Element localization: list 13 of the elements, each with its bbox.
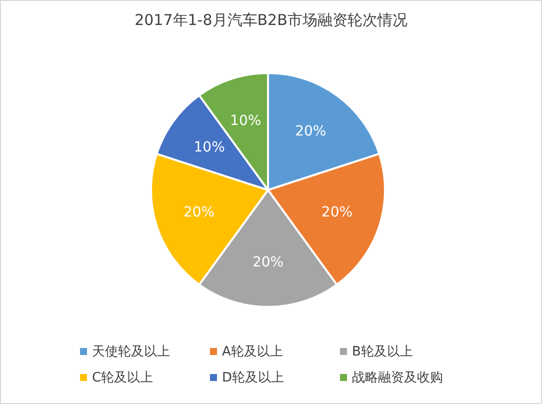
legend-label: D轮及以上: [222, 370, 284, 386]
data-label: 20%: [295, 123, 326, 140]
data-label: 20%: [321, 204, 353, 220]
chart-title: 2017年1-8月汽车B2B市场融资轮次情况: [134, 11, 408, 29]
legend-label: 战略融资及收购: [352, 370, 443, 386]
legend-label: B轮及以上: [352, 344, 413, 360]
data-label: 20%: [183, 204, 215, 220]
data-label: 20%: [252, 254, 284, 271]
legend-label: 天使轮及以上: [92, 344, 170, 360]
legend-label: C轮及以上: [92, 370, 154, 386]
data-label: 10%: [230, 113, 262, 130]
data-label: 10%: [194, 139, 225, 156]
legend-label: A轮及以上: [222, 344, 283, 360]
